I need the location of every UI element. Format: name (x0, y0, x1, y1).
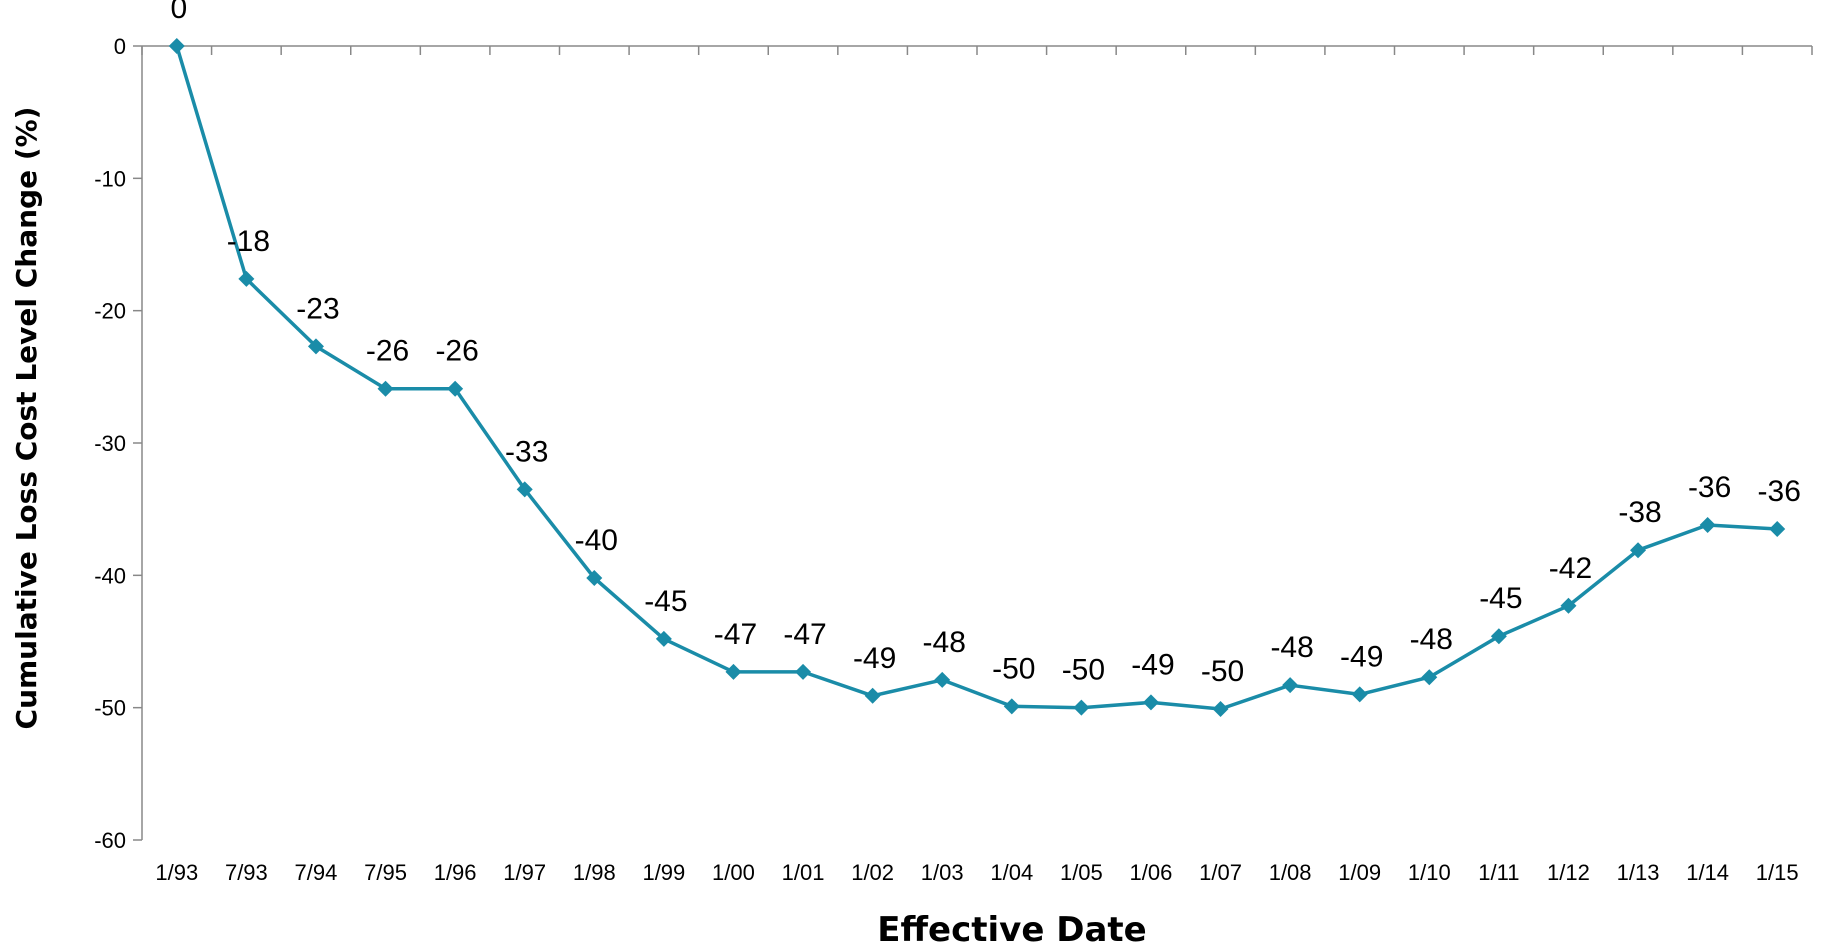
data-label: -47 (714, 618, 757, 651)
y-tick-label: -10 (94, 166, 126, 191)
data-label: -50 (992, 652, 1035, 685)
x-tick-label: 1/98 (573, 860, 616, 885)
data-point (586, 569, 603, 586)
x-tick-label: 1/99 (642, 860, 685, 885)
y-tick-label: -20 (94, 299, 126, 324)
x-tick-label: 1/03 (921, 860, 964, 885)
x-tick-label: 7/93 (225, 860, 268, 885)
x-tick-label: 1/13 (1617, 860, 1660, 885)
data-label: -26 (366, 335, 409, 368)
data-label: -36 (1758, 475, 1801, 508)
data-label: 0 (170, 0, 187, 25)
data-point (1073, 699, 1090, 716)
data-label: -38 (1618, 496, 1661, 529)
data-point (795, 663, 812, 680)
data-point (864, 687, 881, 704)
x-tick-label: 1/10 (1408, 860, 1451, 885)
data-point (655, 630, 672, 647)
data-point (1699, 517, 1716, 534)
x-tick-label: 1/00 (712, 860, 755, 885)
data-point (1142, 694, 1159, 711)
x-tick-label: 1/96 (434, 860, 477, 885)
data-point (1421, 669, 1438, 686)
y-axis: 0 -10 -20 -30 -40 -50 -60 (94, 34, 143, 853)
data-label: -23 (296, 292, 339, 325)
data-label: -18 (227, 225, 270, 258)
x-axis: 1/93 7/93 7/94 7/95 1/96 1/97 1/98 1/99 1/00 1/01… (141, 45, 1813, 885)
x-tick-label: 1/05 (1060, 860, 1103, 885)
x-tick-label: 1/93 (155, 860, 198, 885)
data-point (725, 663, 742, 680)
x-tick-label: 1/06 (1130, 860, 1173, 885)
x-tick-label: 7/95 (364, 860, 407, 885)
data-point (1630, 542, 1647, 559)
data-point (1769, 521, 1786, 538)
data-point (1351, 686, 1368, 703)
x-tick-label: 1/02 (851, 860, 894, 885)
data-point (307, 338, 324, 355)
data-label: -50 (1201, 655, 1244, 688)
x-tick-label: 1/15 (1756, 860, 1799, 885)
data-label: -42 (1549, 552, 1592, 585)
x-tick-label: 7/94 (295, 860, 338, 885)
data-point (1003, 698, 1020, 715)
data-label: -49 (853, 642, 896, 675)
data-label: -47 (783, 618, 826, 651)
data-label: -48 (1270, 631, 1313, 664)
y-axis-title: Cumulative Loss Cost Level Change (%) (10, 107, 43, 730)
series-group (168, 38, 1786, 717)
y-tick-label: -50 (94, 696, 126, 721)
data-label: -36 (1688, 471, 1731, 504)
data-label: -33 (505, 435, 548, 468)
data-labels: 0 -18 -23 -26 -26 -33 -40 -45 -47 -47 -49 -48 -50 -50… (170, 0, 1800, 688)
data-point (168, 38, 185, 54)
x-tick-label: 1/09 (1338, 860, 1381, 885)
data-point (447, 380, 464, 397)
x-tick-label: 1/04 (990, 860, 1033, 885)
data-label: -48 (923, 626, 966, 659)
x-tick-label: 1/07 (1199, 860, 1242, 885)
x-tick-label: 1/08 (1269, 860, 1312, 885)
x-tick-label: 1/01 (782, 860, 825, 885)
y-tick-label: 0 (114, 34, 126, 59)
data-point (934, 671, 951, 688)
data-point (1282, 677, 1299, 694)
x-tick-label: 1/97 (503, 860, 546, 885)
data-label: -49 (1340, 640, 1383, 673)
data-point (516, 481, 533, 498)
y-tick-label: -40 (94, 563, 126, 588)
x-tick-label: 1/12 (1547, 860, 1590, 885)
data-point (1560, 597, 1577, 614)
data-label: -49 (1131, 648, 1174, 681)
series-line (175, 45, 1778, 711)
data-point (238, 270, 255, 287)
data-label: -45 (644, 585, 687, 618)
data-label: -40 (575, 524, 618, 557)
y-tick-label: -30 (94, 431, 126, 456)
data-label: -45 (1479, 582, 1522, 615)
data-point (1212, 700, 1229, 717)
x-tick-label: 1/11 (1478, 860, 1519, 885)
x-axis-title: Effective Date (877, 910, 1146, 950)
data-point (1490, 628, 1507, 645)
data-label: -26 (435, 335, 478, 368)
data-label: -50 (1062, 654, 1105, 687)
data-point (377, 380, 394, 397)
y-tick-label: -60 (94, 828, 126, 853)
x-tick-label: 1/14 (1686, 860, 1729, 885)
data-label: -48 (1410, 623, 1453, 656)
